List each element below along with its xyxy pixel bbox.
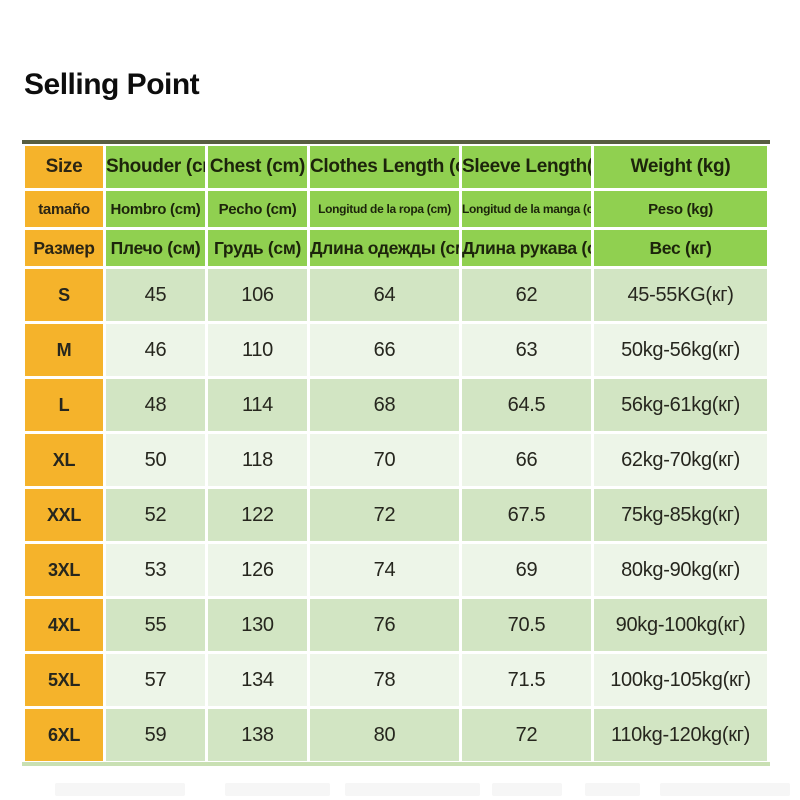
table-bottom-border [22,762,770,766]
data-cell-XXL-4: 67.5 [462,489,591,541]
header-cell-ru-2: Грудь (см) [208,230,307,266]
data-cell-4XL-2: 130 [208,599,307,651]
artifact-block [660,783,790,796]
data-cell-XXL-2: 122 [208,489,307,541]
artifact-block [585,783,640,796]
header-cell-ru-1: Плечо (см) [106,230,205,266]
data-cell-M-1: 46 [106,324,205,376]
data-cell-5XL-1: 57 [106,654,205,706]
data-cell-M-3: 66 [310,324,459,376]
data-cell-6XL-3: 80 [310,709,459,761]
data-cell-3XL-2: 126 [208,544,307,596]
data-cell-XL-1: 50 [106,434,205,486]
header-cell-es-0: tamaño [25,191,103,227]
data-cell-S-1: 45 [106,269,205,321]
data-cell-S-4: 62 [462,269,591,321]
header-cell-en-1: Shouder (cm) [106,146,205,188]
data-cell-XXL-3: 72 [310,489,459,541]
data-cell-XL-5: 62kg-70kg(кг) [594,434,767,486]
size-cell-XXL: XXL [25,489,103,541]
artifact-block [345,783,480,796]
table-row-L: L 48 114 68 64.5 56kg-61kg(кг) [25,379,767,431]
data-cell-4XL-4: 70.5 [462,599,591,651]
size-cell-3XL: 3XL [25,544,103,596]
data-cell-4XL-5: 90kg-100kg(кг) [594,599,767,651]
data-cell-6XL-4: 72 [462,709,591,761]
table-row-6XL: 6XL 59 138 80 72 110kg-120kg(кг) [25,709,767,761]
data-cell-6XL-1: 59 [106,709,205,761]
size-cell-6XL: 6XL [25,709,103,761]
header-cell-ru-0: Размер [25,230,103,266]
artifact-block [225,783,330,796]
data-cell-S-2: 106 [208,269,307,321]
table-row-5XL: 5XL 57 134 78 71.5 100kg-105kg(кг) [25,654,767,706]
data-cell-6XL-2: 138 [208,709,307,761]
data-cell-3XL-4: 69 [462,544,591,596]
table-row-4XL: 4XL 55 130 76 70.5 90kg-100kg(кг) [25,599,767,651]
data-cell-5XL-5: 100kg-105kg(кг) [594,654,767,706]
artifact-block [55,783,185,796]
table-row-XXL: XXL 52 122 72 67.5 75kg-85kg(кг) [25,489,767,541]
header-cell-es-1: Hombro (cm) [106,191,205,227]
artifact-block [492,783,562,796]
header-cell-ru-4: Длина рукава (см) [462,230,591,266]
data-cell-XL-4: 66 [462,434,591,486]
data-cell-XXL-1: 52 [106,489,205,541]
header-cell-es-4: Longitud de la manga (cm) [462,191,591,227]
header-cell-ru-5: Вес (кг) [594,230,767,266]
table-row-XL: XL 50 118 70 66 62kg-70kg(кг) [25,434,767,486]
data-cell-XXL-5: 75kg-85kg(кг) [594,489,767,541]
header-cell-en-0: Size [25,146,103,188]
data-cell-4XL-3: 76 [310,599,459,651]
size-cell-4XL: 4XL [25,599,103,651]
data-cell-M-4: 63 [462,324,591,376]
data-cell-5XL-3: 78 [310,654,459,706]
header-cell-es-3: Longitud de la ropa (cm) [310,191,459,227]
data-cell-S-5: 45-55KG(кг) [594,269,767,321]
data-cell-L-3: 68 [310,379,459,431]
header-cell-ru-3: Длина одежды (см) [310,230,459,266]
data-cell-L-1: 48 [106,379,205,431]
header-cell-en-4: Sleeve Length(cm) [462,146,591,188]
page-title: Selling Point [24,68,200,101]
data-cell-L-4: 64.5 [462,379,591,431]
size-chart-body: S 45 106 64 62 45-55KG(кг) M 46 110 66 63 50kg-56kg… [25,269,767,761]
table-row-3XL: 3XL 53 126 74 69 80kg-90kg(кг) [25,544,767,596]
data-cell-3XL-3: 74 [310,544,459,596]
table-top-border [22,140,770,144]
data-cell-3XL-5: 80kg-90kg(кг) [594,544,767,596]
data-cell-6XL-5: 110kg-120kg(кг) [594,709,767,761]
data-cell-L-5: 56kg-61kg(кг) [594,379,767,431]
data-cell-S-3: 64 [310,269,459,321]
bottom-artifact-strip [0,783,800,798]
data-cell-3XL-1: 53 [106,544,205,596]
header-cell-en-2: Chest (cm) [208,146,307,188]
data-cell-M-5: 50kg-56kg(кг) [594,324,767,376]
data-cell-XL-2: 118 [208,434,307,486]
data-cell-5XL-4: 71.5 [462,654,591,706]
data-cell-4XL-1: 55 [106,599,205,651]
header-cell-en-3: Clothes Length (cm) [310,146,459,188]
data-cell-M-2: 110 [208,324,307,376]
data-cell-L-2: 114 [208,379,307,431]
data-cell-5XL-2: 134 [208,654,307,706]
data-cell-XL-3: 70 [310,434,459,486]
size-cell-M: M [25,324,103,376]
size-cell-S: S [25,269,103,321]
table-row-S: S 45 106 64 62 45-55KG(кг) [25,269,767,321]
table-row-M: M 46 110 66 63 50kg-56kg(кг) [25,324,767,376]
size-cell-XL: XL [25,434,103,486]
size-cell-5XL: 5XL [25,654,103,706]
size-cell-L: L [25,379,103,431]
header-cell-es-5: Peso (kg) [594,191,767,227]
header-cell-es-2: Pecho (cm) [208,191,307,227]
header-cell-en-5: Weight (kg) [594,146,767,188]
